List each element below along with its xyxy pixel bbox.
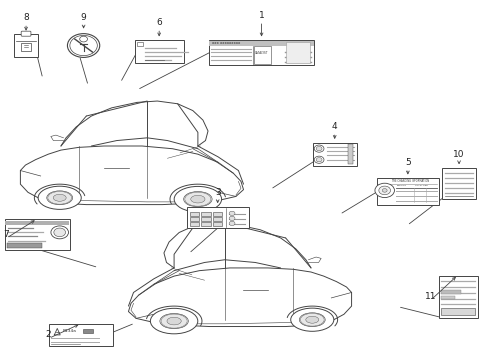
FancyBboxPatch shape: [189, 217, 199, 221]
FancyBboxPatch shape: [21, 31, 31, 36]
FancyBboxPatch shape: [213, 217, 222, 221]
FancyBboxPatch shape: [7, 243, 42, 248]
FancyBboxPatch shape: [376, 178, 438, 205]
Ellipse shape: [47, 191, 73, 205]
FancyBboxPatch shape: [5, 221, 69, 225]
FancyBboxPatch shape: [14, 35, 38, 57]
FancyBboxPatch shape: [440, 308, 474, 315]
Text: R134a: R134a: [62, 329, 76, 333]
Circle shape: [316, 158, 322, 162]
Ellipse shape: [38, 186, 81, 210]
FancyBboxPatch shape: [201, 222, 210, 226]
Ellipse shape: [184, 192, 210, 206]
Circle shape: [314, 145, 324, 152]
FancyBboxPatch shape: [135, 40, 183, 63]
Circle shape: [378, 186, 390, 195]
Ellipse shape: [48, 192, 71, 204]
FancyBboxPatch shape: [312, 143, 356, 166]
Circle shape: [382, 189, 386, 192]
Text: TIRE CHANGING INFORMATION: TIRE CHANGING INFORMATION: [390, 179, 428, 184]
Circle shape: [316, 147, 322, 151]
FancyBboxPatch shape: [189, 212, 199, 216]
Text: 5: 5: [404, 158, 410, 167]
FancyBboxPatch shape: [213, 212, 222, 216]
Ellipse shape: [300, 313, 324, 326]
Circle shape: [67, 33, 100, 57]
Text: SERVICE: SERVICE: [396, 185, 406, 186]
Ellipse shape: [299, 313, 325, 327]
Circle shape: [51, 226, 68, 239]
Ellipse shape: [160, 314, 188, 329]
FancyBboxPatch shape: [253, 46, 271, 64]
Text: 4: 4: [331, 122, 337, 131]
Text: 10: 10: [452, 150, 464, 159]
FancyBboxPatch shape: [285, 42, 309, 63]
FancyBboxPatch shape: [438, 275, 477, 318]
FancyBboxPatch shape: [20, 42, 31, 51]
FancyBboxPatch shape: [201, 217, 210, 221]
Ellipse shape: [290, 308, 333, 331]
Text: xxx xxxxxxxxx: xxx xxxxxxxxx: [212, 41, 240, 45]
Text: 2: 2: [45, 330, 51, 339]
FancyBboxPatch shape: [189, 222, 199, 226]
Text: 11: 11: [424, 292, 436, 301]
FancyBboxPatch shape: [441, 168, 475, 199]
Text: CATALYST: CATALYST: [255, 51, 268, 55]
Ellipse shape: [53, 194, 66, 201]
FancyBboxPatch shape: [49, 324, 113, 346]
FancyBboxPatch shape: [208, 40, 314, 65]
Circle shape: [314, 156, 324, 163]
Text: 8: 8: [23, 13, 29, 22]
FancyBboxPatch shape: [209, 41, 313, 46]
Circle shape: [229, 216, 235, 221]
Text: COLD TIRE: COLD TIRE: [415, 185, 427, 186]
Ellipse shape: [305, 316, 318, 323]
FancyBboxPatch shape: [201, 212, 210, 216]
FancyBboxPatch shape: [4, 220, 70, 249]
Ellipse shape: [174, 186, 221, 212]
Ellipse shape: [166, 317, 181, 325]
Text: 1: 1: [258, 11, 264, 20]
FancyBboxPatch shape: [137, 42, 143, 46]
Circle shape: [229, 221, 235, 226]
Ellipse shape: [183, 192, 212, 207]
FancyBboxPatch shape: [213, 222, 222, 226]
FancyBboxPatch shape: [186, 207, 248, 228]
Text: 6: 6: [156, 18, 162, 27]
Circle shape: [374, 183, 394, 198]
Ellipse shape: [150, 308, 197, 334]
Text: 9: 9: [81, 13, 86, 22]
Text: 7: 7: [4, 230, 9, 239]
FancyBboxPatch shape: [441, 296, 454, 300]
Circle shape: [54, 228, 65, 237]
FancyBboxPatch shape: [82, 329, 93, 333]
Ellipse shape: [190, 195, 204, 203]
Circle shape: [229, 211, 235, 216]
Text: 3: 3: [214, 188, 220, 197]
FancyBboxPatch shape: [347, 144, 352, 164]
FancyBboxPatch shape: [441, 290, 460, 294]
Ellipse shape: [161, 314, 187, 328]
